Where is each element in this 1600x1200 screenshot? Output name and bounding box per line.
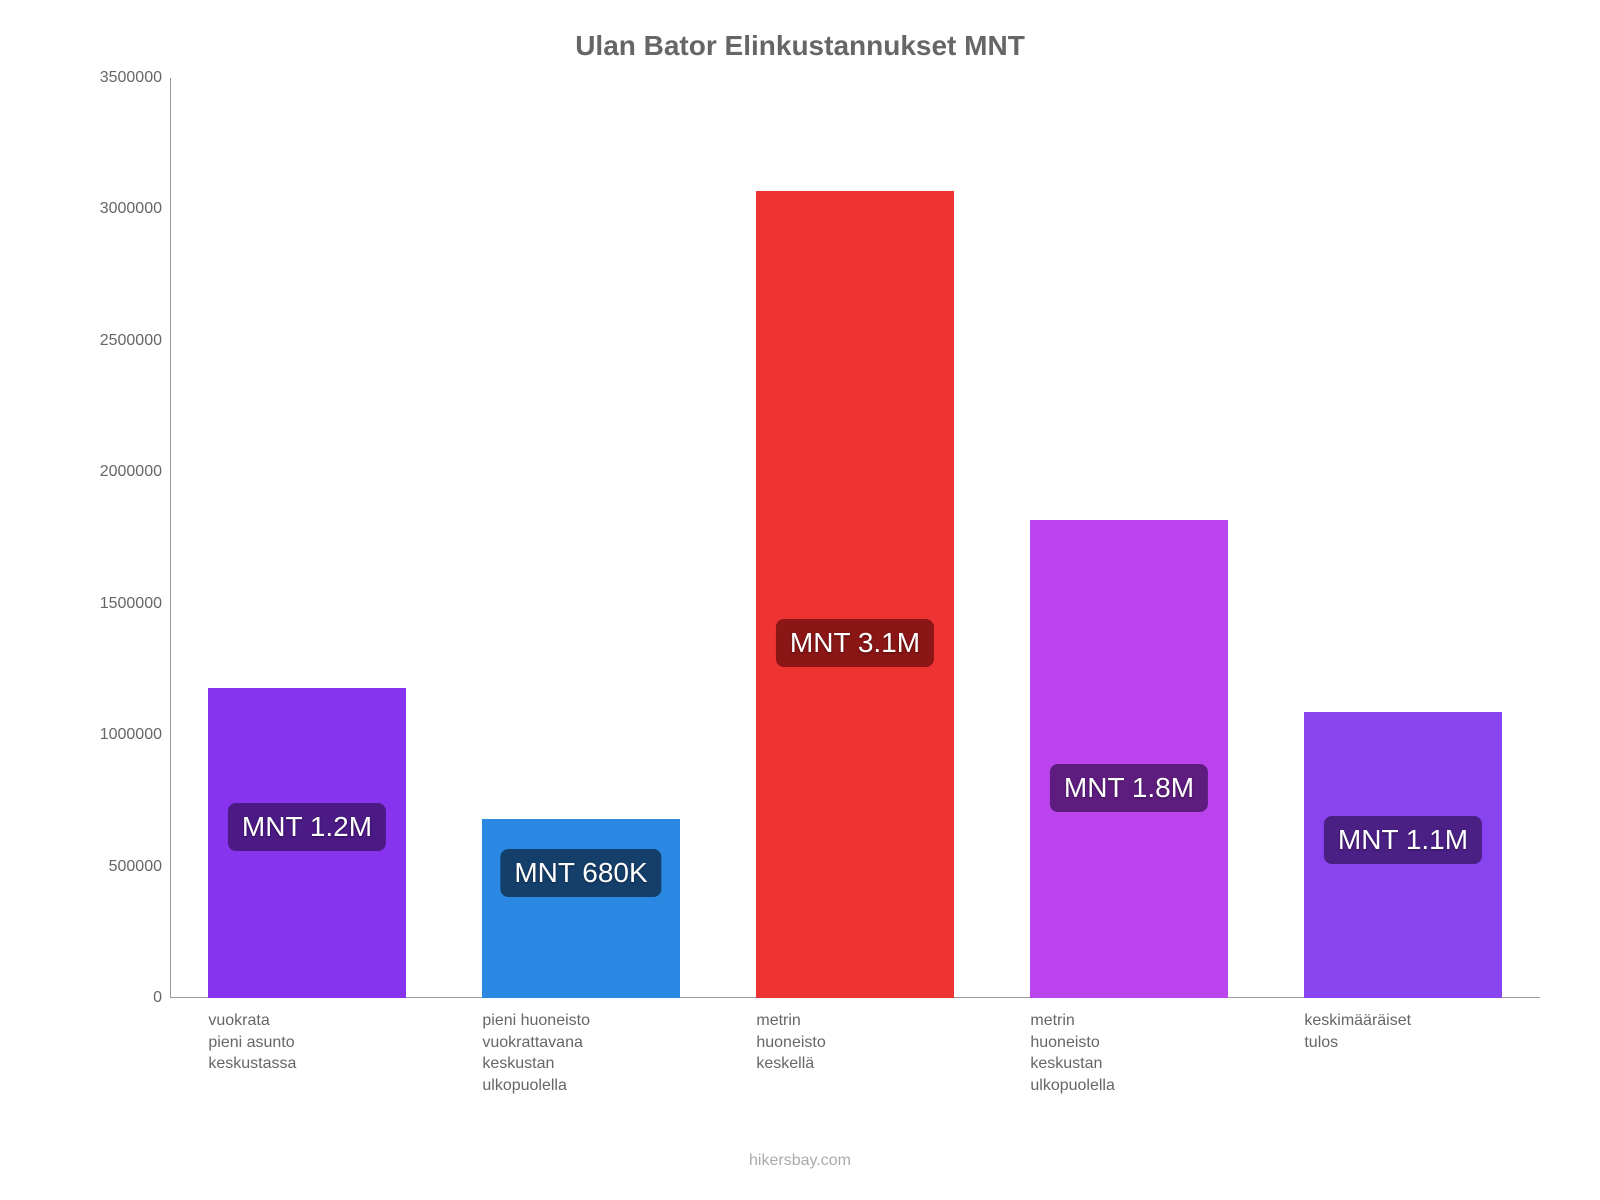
y-tick-label: 500000: [109, 858, 162, 876]
y-tick-label: 3000000: [100, 200, 162, 218]
x-labels: vuokrata pieni asunto keskustassa pieni h…: [170, 998, 1540, 1138]
y-axis: 0500000100000015000002000000250000030000…: [60, 78, 170, 998]
y-tick-label: 3500000: [100, 69, 162, 87]
bar-value-badge: MNT 3.1M: [776, 619, 934, 667]
chart-title: Ulan Bator Elinkustannukset MNT: [60, 30, 1540, 62]
y-tick-label: 2500000: [100, 332, 162, 350]
attribution-text: hikersbay.com: [60, 1152, 1540, 1170]
chart-container: Ulan Bator Elinkustannukset MNT 0 500000 1…: [60, 30, 1540, 1170]
y-tick-label: 1000000: [100, 726, 162, 744]
x-tick-label: metrin huoneisto keskellä: [756, 1010, 953, 1075]
y-tick-label: 1500000: [100, 595, 162, 613]
x-tick-label: pieni huoneisto vuokrattavana keskustan …: [482, 1010, 679, 1096]
bar-value-badge: MNT 1.2M: [228, 803, 386, 851]
plot-area: 0500000100000015000002000000250000030000…: [60, 78, 1540, 998]
bar-value-badge: MNT 680K: [500, 849, 661, 897]
bar: MNT 3.1M: [756, 191, 953, 998]
bar: MNT 1.1M: [1304, 712, 1501, 999]
bar: MNT 680K: [482, 819, 679, 998]
bar: MNT 1.2M: [208, 688, 405, 998]
y-tick-label: 2000000: [100, 463, 162, 481]
bar-value-badge: MNT 1.8M: [1050, 764, 1208, 812]
x-tick-label: vuokrata pieni asunto keskustassa: [208, 1010, 405, 1075]
bar: MNT 1.8M: [1030, 520, 1227, 998]
bar-value-badge: MNT 1.1M: [1324, 816, 1482, 864]
x-tick-label: keskimääräiset tulos: [1304, 1010, 1501, 1053]
x-tick-label: metrin huoneisto keskustan ulkopuolella: [1030, 1010, 1227, 1096]
bars-area: MNT 1.2M MNT 680K MNT 3.1M MNT 1.8M MNT 1.1M: [170, 78, 1540, 998]
y-tick-label: 0: [153, 989, 162, 1007]
